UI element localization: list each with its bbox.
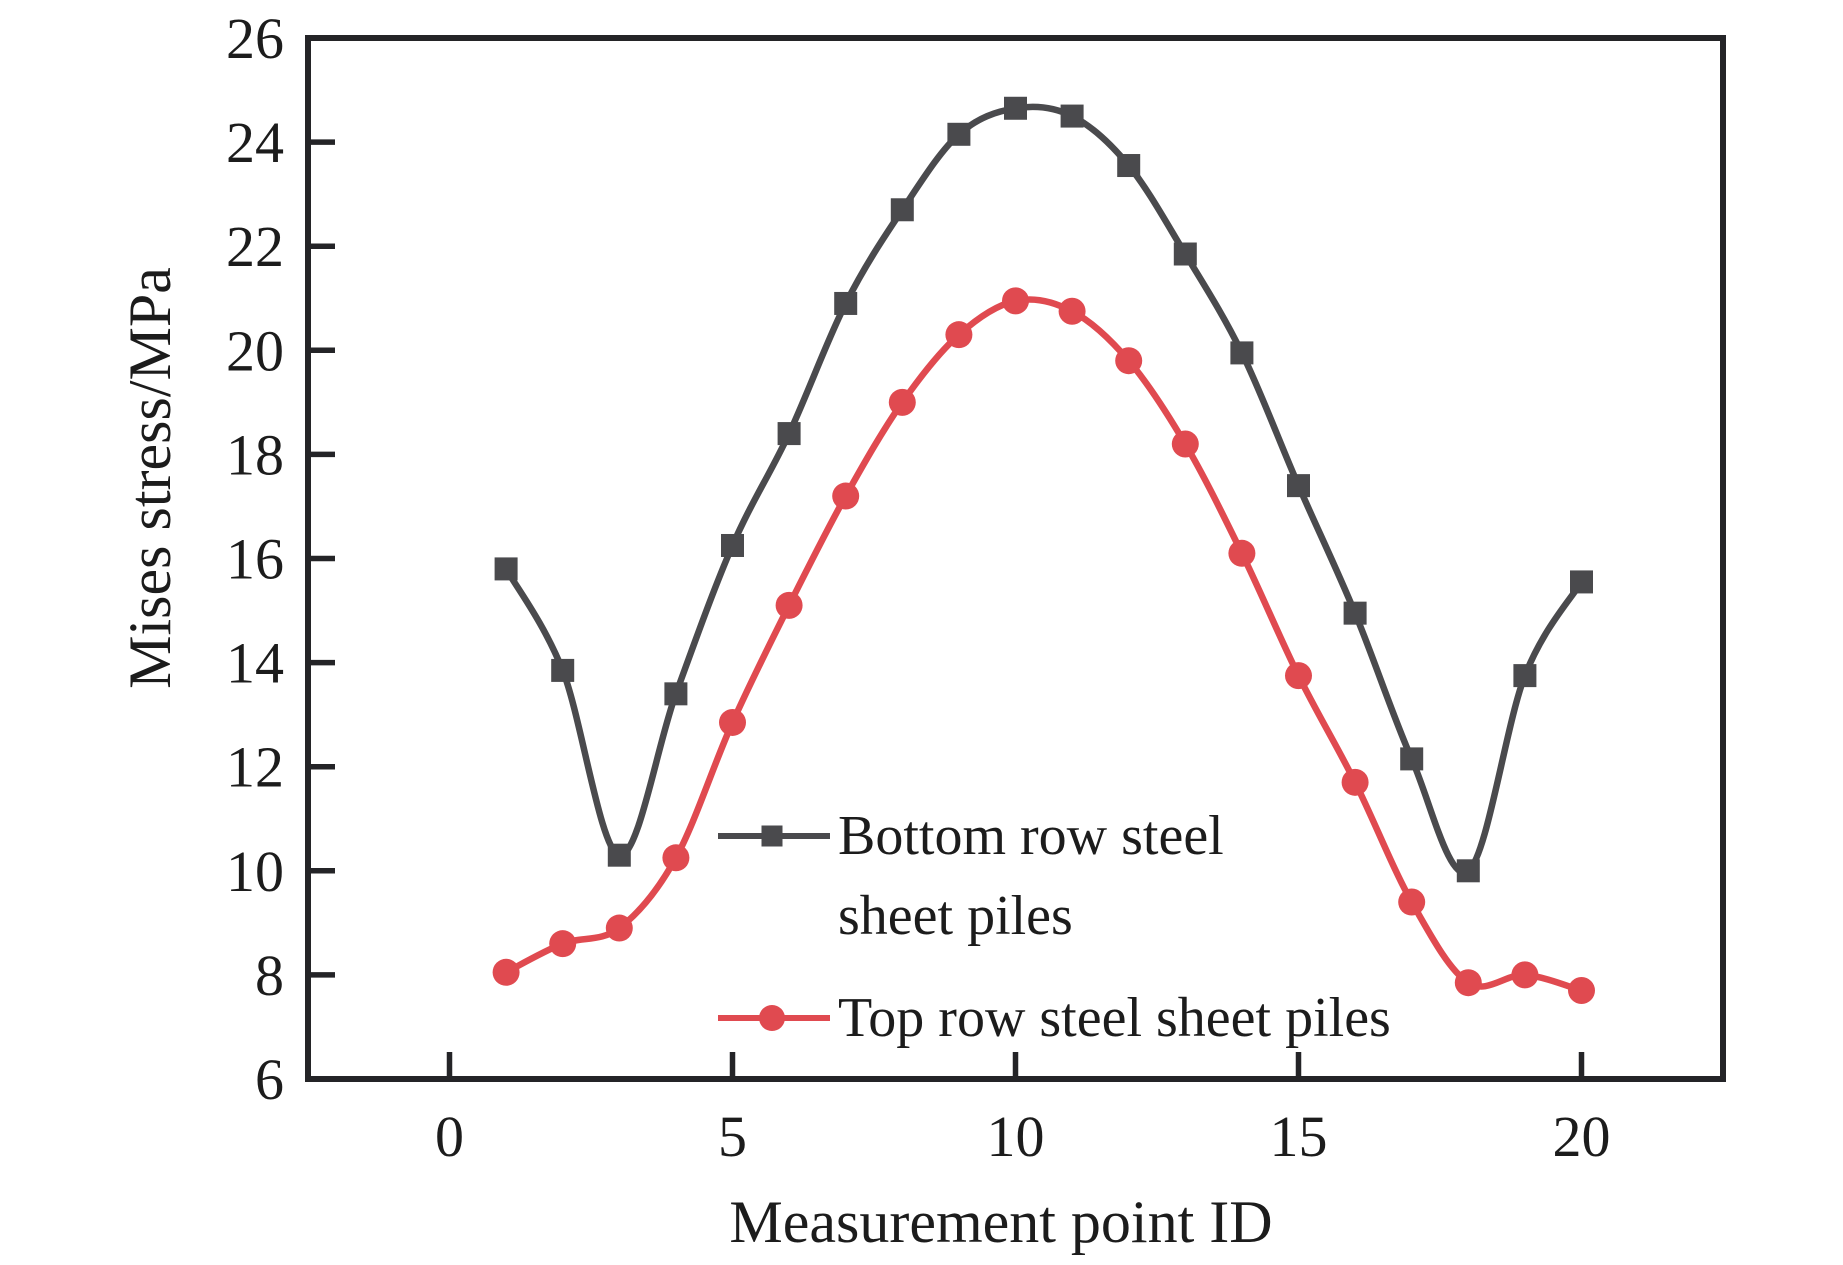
circle-marker <box>1454 969 1482 997</box>
circle-marker <box>549 930 577 958</box>
circle-marker <box>605 914 633 942</box>
y-tick-label: 20 <box>226 318 284 383</box>
y-tick-label: 26 <box>226 6 284 71</box>
circle-marker <box>662 844 690 872</box>
series-markers-bottom-row <box>494 96 1593 883</box>
circle-marker <box>945 321 973 349</box>
square-marker <box>1400 747 1424 771</box>
legend-symbol-bottom-row <box>718 825 830 847</box>
plot-border <box>305 35 1726 1082</box>
circle-marker <box>1398 888 1426 916</box>
circle-marker <box>1058 297 1086 325</box>
circle-marker <box>492 958 520 986</box>
square-marker <box>551 658 575 682</box>
legend-label-bottom-row-line1: Bottom row steel <box>838 805 1224 867</box>
x-tick-label: 20 <box>1553 1104 1611 1169</box>
y-tick-label: 10 <box>226 839 284 904</box>
square-marker <box>1513 664 1537 688</box>
legend-label-top-row: Top row steel sheet piles <box>838 987 1391 1049</box>
square-marker <box>721 533 744 557</box>
y-tick-label: 14 <box>226 631 284 696</box>
y-tick-label: 6 <box>255 1047 284 1112</box>
circle-marker <box>1115 347 1143 375</box>
square-marker <box>834 291 858 315</box>
circle-marker <box>1285 662 1312 690</box>
square-marker <box>947 122 971 146</box>
legend-symbol-top-row <box>718 1005 830 1031</box>
square-marker <box>1570 570 1593 594</box>
plot-frame <box>305 35 1726 1082</box>
circle-marker <box>1511 961 1539 989</box>
legend-label-bottom-row-line2: sheet piles <box>838 885 1073 947</box>
x-axis-tick-labels: 0 5 10 15 20 <box>435 1104 1611 1169</box>
y-tick-label: 16 <box>226 527 284 592</box>
x-tick-label: 5 <box>718 1104 747 1169</box>
x-axis-title: Measurement point ID <box>729 1189 1273 1255</box>
circle-marker <box>1228 539 1256 567</box>
circle-marker <box>1341 768 1369 796</box>
square-marker <box>1117 154 1141 178</box>
square-marker <box>1173 242 1197 266</box>
x-tick-label: 10 <box>987 1104 1045 1169</box>
y-axis-tick-labels: 6 8 10 12 14 16 18 20 22 24 26 <box>226 6 284 1112</box>
y-tick-label: 22 <box>226 214 284 279</box>
y-tick-label: 12 <box>226 735 284 800</box>
square-marker <box>1230 341 1254 365</box>
legend-square-marker <box>761 825 783 847</box>
x-tick-label: 15 <box>1270 1104 1328 1169</box>
series-markers-top-row <box>492 287 1595 1005</box>
series-curve <box>502 296 1585 994</box>
y-axis-title: Mises stress/MPa <box>117 267 183 689</box>
x-axis-ticks <box>446 1052 1585 1076</box>
square-marker <box>890 198 914 222</box>
square-marker <box>1004 96 1027 120</box>
circle-marker <box>1002 287 1029 315</box>
circle-marker <box>832 482 860 510</box>
y-tick-label: 8 <box>255 943 284 1008</box>
x-tick-label: 0 <box>435 1104 464 1169</box>
series-line-top-row <box>502 296 1585 994</box>
square-marker <box>664 682 688 706</box>
square-marker <box>1287 474 1310 498</box>
circle-marker <box>1568 977 1595 1005</box>
square-marker <box>1060 104 1084 128</box>
square-marker <box>607 843 631 867</box>
y-axis-ticks <box>311 35 335 1082</box>
circle-marker <box>1171 430 1199 458</box>
y-tick-label: 18 <box>226 422 284 487</box>
legend-label-bottom-row: Bottom row steel sheet piles <box>838 796 1224 956</box>
square-marker <box>494 557 518 581</box>
y-tick-label: 24 <box>226 110 284 175</box>
circle-marker <box>775 591 803 619</box>
legend-circle-marker <box>759 1005 785 1031</box>
circle-marker <box>888 388 916 416</box>
square-marker <box>1456 859 1480 883</box>
square-marker <box>1343 601 1367 625</box>
circle-marker <box>719 708 746 736</box>
square-marker <box>777 422 801 446</box>
